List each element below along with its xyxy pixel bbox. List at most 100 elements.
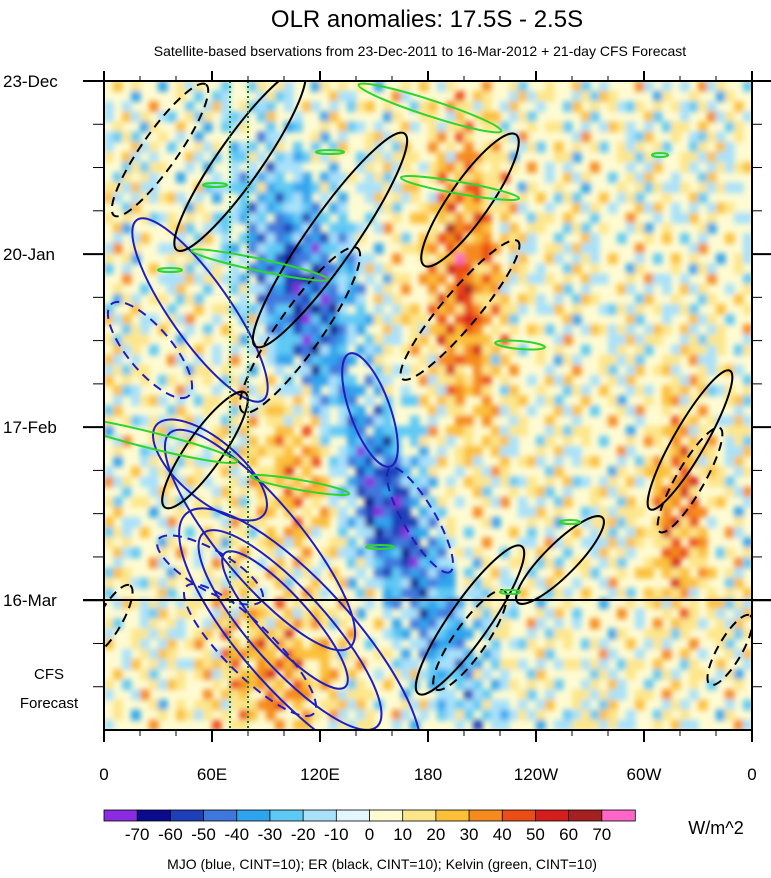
heatmap-cell (464, 202, 474, 214)
heatmap-cell (140, 141, 150, 153)
heatmap-cell (275, 344, 285, 356)
heatmap-cell (284, 435, 294, 447)
heatmap-cell (419, 202, 429, 214)
heatmap-cell (338, 547, 348, 559)
heatmap-cell (257, 192, 267, 204)
heatmap-cell (401, 192, 411, 204)
heatmap-cell (446, 598, 456, 609)
heatmap-cell (239, 182, 249, 194)
heatmap-cell (491, 608, 501, 620)
heatmap-cell (617, 628, 627, 640)
heatmap-cell (185, 263, 195, 275)
heatmap-cell (338, 395, 348, 407)
heatmap-cell (392, 162, 402, 173)
heatmap-cell (581, 659, 591, 670)
heatmap-cell (212, 304, 222, 315)
heatmap-cell (374, 648, 384, 660)
heatmap-cell (194, 395, 204, 407)
heatmap-cell (275, 405, 285, 417)
heatmap-cell (347, 435, 357, 447)
heatmap-cell (626, 405, 636, 417)
heatmap-cell (626, 162, 636, 173)
heatmap-cell (689, 283, 699, 295)
heatmap-cell (122, 253, 132, 265)
heatmap-cell (509, 476, 519, 488)
heatmap-cell (536, 354, 546, 366)
heatmap-cell (437, 354, 447, 366)
heatmap-cell (509, 101, 519, 113)
heatmap-cell (113, 385, 123, 396)
heatmap-cell (284, 638, 294, 650)
heatmap-cell (689, 689, 699, 701)
heatmap-cell (392, 364, 402, 376)
heatmap-cell (698, 354, 708, 366)
heatmap-cell (239, 486, 249, 498)
heatmap-cell (122, 527, 132, 538)
heatmap-cell (563, 375, 573, 386)
colorbar-swatch (203, 809, 238, 822)
heatmap-cell (140, 283, 150, 295)
heatmap-cell (239, 141, 249, 153)
heatmap-cell (428, 638, 438, 650)
heatmap-cell (356, 506, 366, 518)
heatmap-cell (428, 324, 438, 336)
contour-er (646, 369, 734, 511)
heatmap-cell (635, 405, 645, 417)
heatmap-cell (257, 243, 267, 254)
heatmap-cell (419, 233, 429, 244)
contour-mjo (182, 582, 318, 718)
heatmap-cell (239, 192, 249, 204)
contour-kelvin (499, 589, 521, 595)
heatmap-cell (446, 517, 456, 528)
heatmap-cell (689, 517, 699, 528)
heatmap-cell (401, 506, 411, 518)
contour-kelvin (365, 544, 395, 550)
heatmap-cell (734, 517, 744, 528)
heatmap-cell (104, 182, 114, 194)
heatmap-cell (131, 141, 141, 153)
heatmap-cell (365, 314, 375, 325)
heatmap-cell (689, 598, 699, 609)
contour-mjo (385, 466, 455, 574)
heatmap-cell (590, 486, 600, 498)
heatmap-cell (266, 233, 276, 244)
heatmap-cell (671, 598, 681, 609)
heatmap-cell (275, 243, 285, 254)
heatmap-cell (284, 669, 294, 680)
heatmap-cell (329, 172, 339, 184)
heatmap-cell (392, 111, 402, 123)
heatmap-cell (320, 648, 330, 660)
heatmap-cell (311, 273, 321, 285)
heatmap-cell (707, 628, 717, 640)
heatmap-cell (554, 496, 564, 508)
heatmap-cell (482, 618, 492, 630)
heatmap-cell (725, 547, 735, 559)
heatmap-cell (662, 91, 672, 102)
heatmap-cell (437, 527, 447, 538)
heatmap-cell (662, 588, 672, 599)
heatmap-cell (302, 557, 312, 569)
heatmap-cell (122, 314, 132, 325)
heatmap-cell (572, 151, 582, 163)
heatmap-cell (455, 628, 465, 640)
heatmap-cell (662, 506, 672, 518)
heatmap-cell (140, 121, 150, 133)
heatmap-cell (410, 517, 420, 528)
heatmap-cell (734, 679, 744, 691)
heatmap-cell (500, 628, 510, 640)
heatmap-cell (617, 405, 627, 417)
heatmap-cell (590, 212, 600, 224)
heatmap-cell (113, 283, 123, 295)
heatmap-cell (113, 709, 123, 721)
heatmap-cell (626, 283, 636, 295)
heatmap-cell (635, 567, 645, 579)
heatmap-cell (338, 648, 348, 660)
heatmap-cell (113, 354, 123, 366)
heatmap-cell (545, 466, 555, 478)
heatmap-cell (455, 253, 465, 265)
heatmap-cell (491, 141, 501, 153)
heatmap-cell (590, 456, 600, 467)
heatmap-cell (689, 304, 699, 315)
heatmap-cell (500, 618, 510, 630)
heatmap-cell (167, 314, 177, 325)
